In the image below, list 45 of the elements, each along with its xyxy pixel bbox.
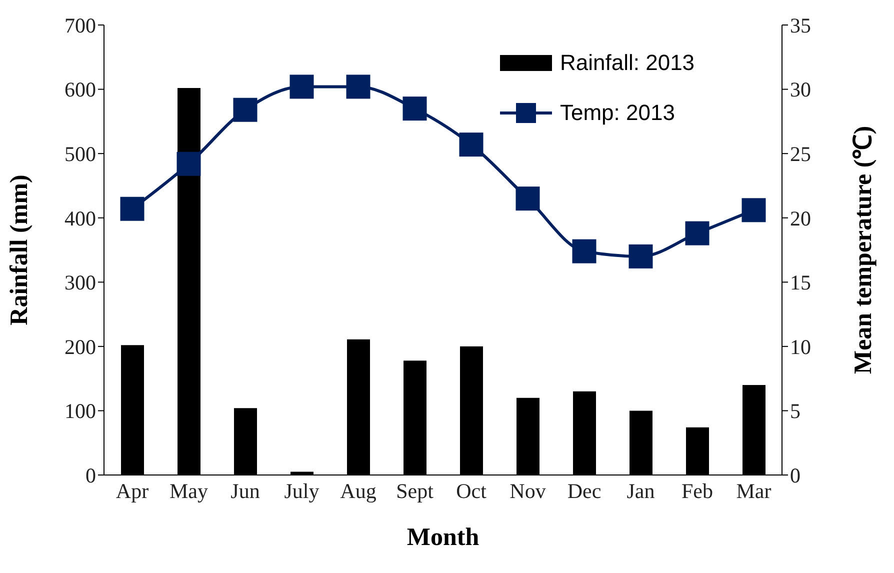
point: [628, 244, 653, 268]
point: [402, 96, 427, 121]
y2-tick-label: 35: [790, 13, 811, 38]
x-tick-label: Jun: [230, 478, 260, 503]
x-tick-label: Feb: [682, 478, 713, 503]
x-tick-label: Oct: [456, 478, 487, 503]
x-tick-label: Aug: [340, 478, 377, 503]
x-tick-label: Sept: [396, 478, 434, 503]
x-tick-label: Mar: [736, 478, 772, 503]
x-tick-label: May: [170, 478, 208, 503]
point: [176, 152, 201, 176]
x-tick-label: Apr: [116, 478, 149, 503]
point: [459, 132, 484, 157]
y-tick-label: 600: [64, 78, 96, 102]
y-tick-label: 300: [64, 270, 96, 295]
point: [742, 198, 766, 222]
point: [346, 74, 370, 99]
point: [685, 221, 710, 246]
legend-label: Temp: 2013: [560, 100, 675, 126]
x-tick-label: Dec: [567, 478, 602, 503]
point: [290, 74, 314, 99]
y-axis-title: Rainfall (mm): [6, 174, 33, 326]
y-tick-label: 200: [64, 334, 96, 359]
legend-label: Rainfall: 2013: [560, 50, 695, 76]
y-tick-label: 100: [64, 399, 96, 424]
y2-tick-label: 10: [790, 334, 811, 359]
point: [233, 98, 258, 122]
y-tick-label: 500: [64, 142, 96, 166]
y2-tick-label: 0: [790, 463, 800, 488]
y2-axis-title: Mean temperature (℃): [850, 126, 877, 374]
y-tick-label: 700: [64, 13, 96, 38]
x-axis-title: Month: [406, 524, 480, 551]
x-tick-label: Nov: [510, 478, 546, 503]
point: [516, 186, 540, 211]
y-tick-label: 0: [86, 463, 96, 488]
y-tick-label: 400: [64, 206, 96, 230]
y2-tick-label: 15: [790, 270, 811, 295]
y2-tick-label: 5: [790, 399, 800, 424]
x-tick-label: July: [284, 478, 320, 503]
y2-tick-label: 30: [790, 78, 811, 102]
point: [572, 239, 596, 264]
y2-tick-label: 25: [790, 142, 811, 166]
point: [120, 196, 144, 221]
x-tick-label: Jan: [626, 478, 656, 503]
y2-tick-label: 20: [790, 206, 811, 230]
